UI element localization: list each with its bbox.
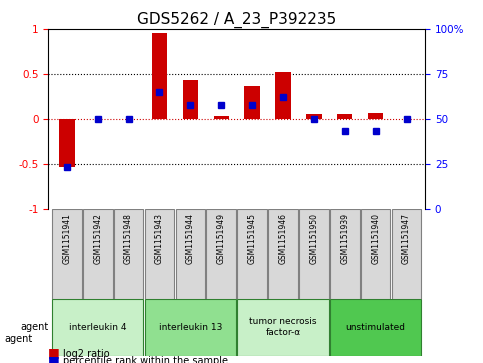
Bar [152,33,167,119]
FancyBboxPatch shape [330,298,421,356]
Text: GSM1151940: GSM1151940 [371,213,380,264]
Bar [306,114,322,119]
FancyBboxPatch shape [206,209,236,298]
Text: GSM1151948: GSM1151948 [124,213,133,264]
FancyBboxPatch shape [392,209,421,298]
FancyBboxPatch shape [361,209,390,298]
FancyBboxPatch shape [237,298,329,356]
Text: GSM1151945: GSM1151945 [248,213,256,264]
Bar [213,116,229,119]
Text: GSM1151943: GSM1151943 [155,213,164,264]
FancyBboxPatch shape [52,209,82,298]
FancyBboxPatch shape [114,209,143,298]
Bar [368,113,384,119]
Text: GSM1151942: GSM1151942 [93,213,102,264]
Text: GSM1151949: GSM1151949 [217,213,226,264]
FancyBboxPatch shape [144,298,236,356]
FancyBboxPatch shape [175,209,205,298]
Text: ■: ■ [48,354,60,363]
FancyBboxPatch shape [144,209,174,298]
FancyBboxPatch shape [83,209,113,298]
Bar [275,72,291,119]
Title: GDS5262 / A_23_P392235: GDS5262 / A_23_P392235 [137,12,336,28]
Text: tumor necrosis
factor-α: tumor necrosis factor-α [249,318,317,337]
FancyBboxPatch shape [52,298,143,356]
Text: GSM1151944: GSM1151944 [186,213,195,264]
Text: agent: agent [5,334,33,344]
FancyBboxPatch shape [299,209,329,298]
Text: unstimulated: unstimulated [346,323,406,332]
Text: interleukin 4: interleukin 4 [69,323,127,332]
FancyBboxPatch shape [268,209,298,298]
Bar [59,119,74,167]
Text: GSM1151941: GSM1151941 [62,213,71,264]
Text: agent: agent [21,322,49,332]
Bar [337,114,353,119]
Text: GSM1151939: GSM1151939 [340,213,349,264]
Text: ■: ■ [48,346,60,359]
Text: GSM1151946: GSM1151946 [279,213,287,264]
Bar [183,80,198,119]
FancyBboxPatch shape [330,209,359,298]
Text: interleukin 13: interleukin 13 [158,323,222,332]
Text: log2 ratio: log2 ratio [63,348,110,359]
Text: GSM1151947: GSM1151947 [402,213,411,264]
Text: percentile rank within the sample: percentile rank within the sample [63,356,228,363]
FancyBboxPatch shape [237,209,267,298]
Bar [244,86,260,119]
Text: GSM1151950: GSM1151950 [310,213,318,264]
